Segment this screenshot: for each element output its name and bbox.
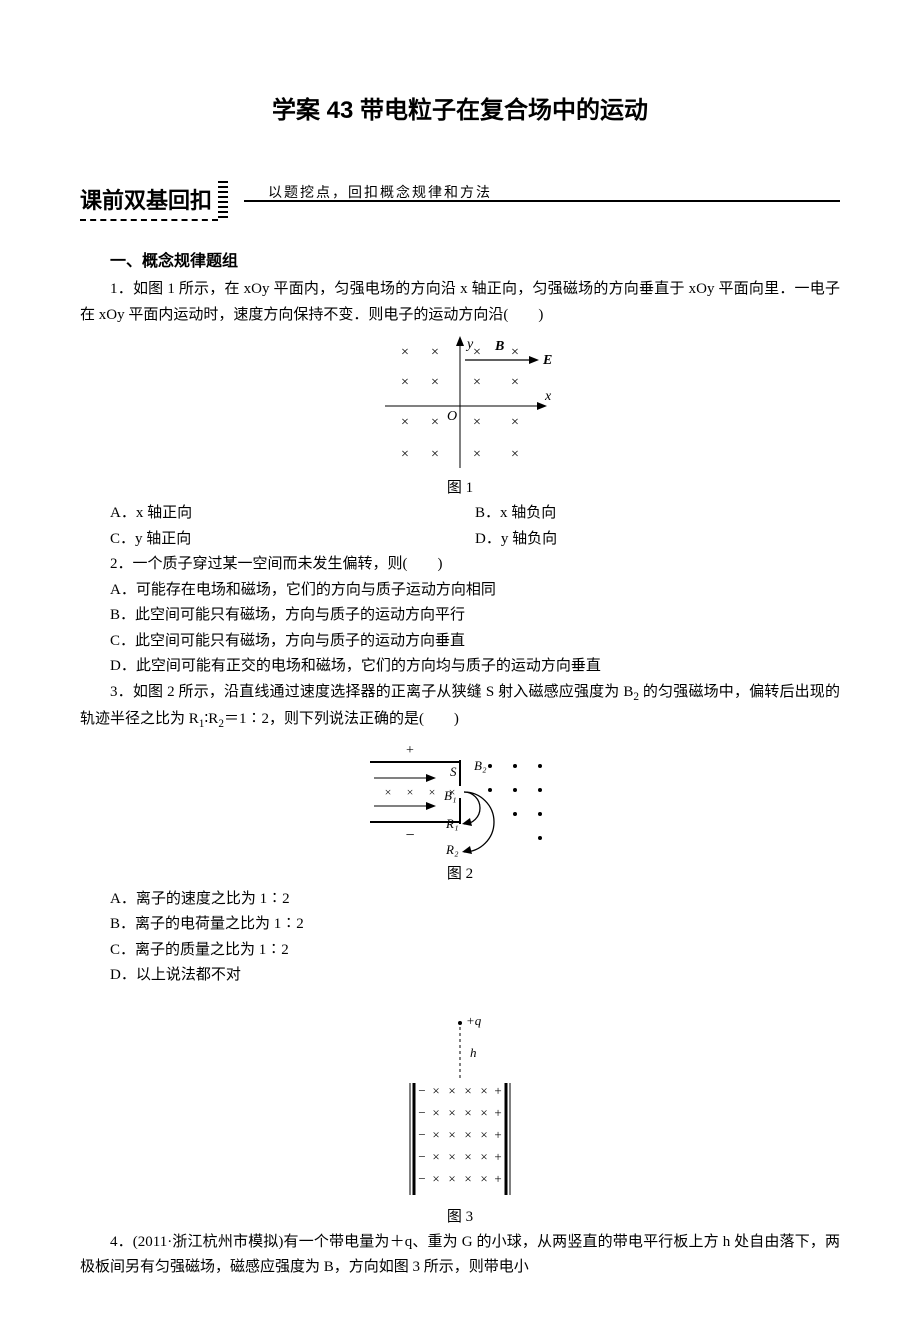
svg-text:×: × (480, 1171, 487, 1186)
svg-text:×: × (448, 1149, 455, 1164)
svg-text:×: × (432, 1127, 439, 1142)
svg-text:+: + (494, 1171, 501, 1186)
q3-optB: B．离子的电荷量之比为 1∶2 (110, 912, 840, 938)
svg-text:×: × (401, 447, 409, 462)
q2-optA: A．可能存在电场和磁场，它们的方向与质子运动方向相同 (110, 578, 840, 604)
svg-text:×: × (432, 1171, 439, 1186)
svg-text:R₂: R₂ (445, 842, 459, 857)
svg-text:×: × (448, 1105, 455, 1120)
banner-line: 以题挖点，回扣概念规律和方法 (244, 200, 840, 202)
svg-text:+: + (494, 1127, 501, 1142)
q1-optD: D．y 轴负向 (475, 527, 840, 553)
q3-optD: D．以上说法都不对 (110, 963, 840, 989)
svg-text:×: × (448, 1171, 455, 1186)
q1-choices: A．x 轴正向 B．x 轴负向 (110, 501, 840, 527)
svg-text:×: × (429, 785, 436, 799)
svg-text:×: × (480, 1127, 487, 1142)
svg-text:×: × (431, 447, 439, 462)
banner-subtitle: 以题挖点，回扣概念规律和方法 (268, 182, 492, 202)
lesson-title: 学案 43 带电粒子在复合场中的运动 (80, 90, 840, 125)
q1-choices2: C．y 轴正向 D．y 轴负向 (110, 527, 840, 553)
fig2-caption: 图 2 (80, 862, 840, 883)
svg-text:×: × (432, 1149, 439, 1164)
svg-text:×: × (473, 415, 481, 430)
svg-text:×: × (431, 345, 439, 360)
svg-text:×: × (432, 1083, 439, 1098)
svg-text:×: × (401, 415, 409, 430)
x-axis-label: x (544, 389, 552, 404)
svg-text:×: × (480, 1083, 487, 1098)
svg-text:×: × (511, 447, 519, 462)
svg-text:×: × (464, 1105, 471, 1120)
figure-3: +q h − − − − − + + + + + × × × × × × × × × × × × × × × × × × ×… (80, 1013, 840, 1226)
E-label: E (542, 353, 552, 368)
fig1-caption: 图 1 (80, 476, 840, 497)
q1-optC: C．y 轴正向 (110, 527, 475, 553)
svg-text:+: + (494, 1105, 501, 1120)
q2-stem: 2．一个质子穿过某一空间而未发生偏转，则( ) (80, 552, 840, 578)
section-banner: 课前双基回扣 以题挖点，回扣概念规律和方法 (80, 181, 840, 221)
svg-text:×: × (431, 415, 439, 430)
q3-optA: A．离子的速度之比为 1∶2 (110, 887, 840, 913)
svg-text:B₁: B₁ (444, 788, 456, 803)
svg-text:−: − (418, 1105, 425, 1120)
svg-text:R₁: R₁ (445, 816, 458, 831)
svg-text:+q: +q (466, 1013, 482, 1028)
cross-icon: × (401, 345, 409, 360)
fig1-svg: × × × × × × × × × × × × × × × × y x O E B (365, 334, 555, 474)
section-heading-1: 一、概念规律题组 (110, 247, 840, 271)
q1-optB: B．x 轴负向 (475, 501, 840, 527)
svg-text:+: + (494, 1083, 501, 1098)
B-label: B (494, 339, 504, 354)
svg-text:×: × (448, 1127, 455, 1142)
y-axis-label: y (465, 337, 474, 352)
svg-text:×: × (480, 1105, 487, 1120)
figure-2: + − ×××× (80, 740, 840, 883)
origin-label: O (447, 409, 457, 424)
q2-optC: C．此空间可能只有磁场，方向与质子的运动方向垂直 (110, 629, 840, 655)
q2-optD: D．此空间可能有正交的电场和磁场，它们的方向均与质子的运动方向垂直 (110, 654, 840, 680)
svg-text:×: × (401, 375, 409, 390)
q4-stem: 4．(2011·浙江杭州市模拟)有一个带电量为＋q、重为 G 的小球，从两竖直的… (80, 1230, 840, 1281)
svg-text:×: × (464, 1149, 471, 1164)
svg-text:×: × (464, 1083, 471, 1098)
svg-text:−: − (418, 1171, 425, 1186)
svg-text:−: − (418, 1149, 425, 1164)
page: 学案 43 带电粒子在复合场中的运动 课前双基回扣 以题挖点，回扣概念规律和方法… (0, 0, 920, 1341)
fig3-caption: 图 3 (80, 1205, 840, 1226)
svg-text:×: × (432, 1105, 439, 1120)
svg-text:−: − (418, 1127, 425, 1142)
svg-text:+: + (494, 1149, 501, 1164)
banner-label: 课前双基回扣 (80, 181, 218, 221)
svg-text:+: + (406, 743, 414, 758)
svg-text:×: × (431, 375, 439, 390)
svg-text:−: − (418, 1083, 425, 1098)
q3-optC: C．离子的质量之比为 1∶2 (110, 938, 840, 964)
q1-stem: 1．如图 1 所示，在 xOy 平面内，匀强电场的方向沿 x 轴正向，匀强磁场的… (80, 277, 840, 328)
svg-text:×: × (385, 785, 392, 799)
q3-stem: 3．如图 2 所示，沿直线通过速度选择器的正离子从狭缝 S 射入磁感应强度为 B… (80, 680, 840, 734)
svg-text:×: × (448, 1083, 455, 1098)
svg-text:S: S (450, 764, 457, 779)
svg-text:h: h (470, 1045, 477, 1060)
q2-optB: B．此空间可能只有磁场，方向与质子的运动方向平行 (110, 603, 840, 629)
q1-optA: A．x 轴正向 (110, 501, 475, 527)
svg-text:−: − (405, 827, 414, 844)
svg-text:×: × (464, 1127, 471, 1142)
svg-text:×: × (511, 375, 519, 390)
fig2-svg: + − ×××× (350, 740, 570, 860)
fig3-svg: +q h − − − − − + + + + + × × × × × × × × × × × × × × × × × × ×… (380, 1013, 540, 1203)
svg-text:×: × (473, 375, 481, 390)
svg-text:×: × (511, 415, 519, 430)
svg-text:×: × (464, 1171, 471, 1186)
svg-text:B₂: B₂ (474, 758, 487, 773)
svg-text:×: × (511, 345, 519, 360)
svg-text:×: × (407, 785, 414, 799)
svg-text:×: × (473, 447, 481, 462)
figure-1: × × × × × × × × × × × × × × × × y x O E B 图 1 (80, 334, 840, 497)
svg-text:×: × (480, 1149, 487, 1164)
svg-text:×: × (473, 345, 481, 360)
